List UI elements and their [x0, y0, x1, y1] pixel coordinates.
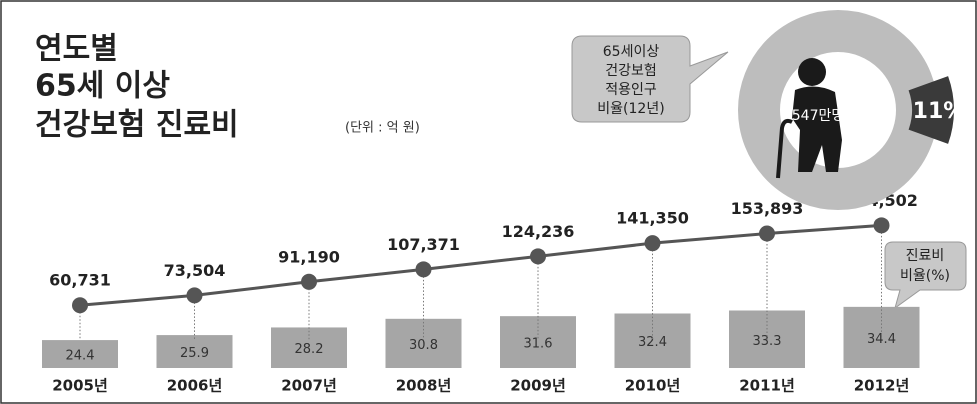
- annotation: 비율(12년): [597, 101, 664, 117]
- bar: [614, 313, 691, 368]
- x-tick-label: 2010년: [625, 377, 681, 395]
- speech-bubble: [571, 35, 729, 123]
- annotation: 65세이상: [603, 44, 660, 60]
- x-tick-label: 2005년: [52, 377, 108, 395]
- point: [873, 217, 890, 234]
- figure-head: [798, 58, 826, 86]
- x-tick-label: 2007년: [281, 377, 337, 395]
- cane: [776, 118, 793, 179]
- point: [415, 261, 432, 278]
- subtitle: (단위 : 억 원): [345, 121, 420, 136]
- speech-bubble: [884, 241, 967, 310]
- bar-label: 31.6: [524, 337, 553, 352]
- point: [186, 287, 203, 304]
- annotation: 진료비: [906, 248, 945, 264]
- bar-label: 24.4: [66, 349, 95, 364]
- bar: [271, 327, 347, 368]
- x-tick-label: 2011년: [739, 377, 795, 395]
- annotation: 비율(%): [900, 268, 950, 284]
- x-tick-label: 2006년: [167, 377, 223, 395]
- bar: [42, 340, 118, 368]
- point: [530, 248, 546, 265]
- bar: [500, 316, 576, 368]
- bar-label: 33.3: [753, 334, 782, 349]
- title-line: 연도별: [35, 32, 118, 67]
- slice-label: 11%: [913, 99, 966, 124]
- annotation: 건강보험: [605, 63, 657, 79]
- value-label: 141,350: [616, 209, 689, 228]
- bar-label: 34.4: [867, 332, 896, 347]
- x-tick-label: 2008년: [396, 377, 452, 395]
- point: [72, 297, 88, 314]
- figure-body: [792, 86, 842, 172]
- x-tick-label: 2009년: [510, 377, 566, 395]
- point: [759, 225, 775, 242]
- value-label: 153,893: [731, 199, 804, 218]
- point: [301, 273, 317, 290]
- bar-label: 25.9: [180, 346, 209, 361]
- pie-slice: [908, 76, 955, 144]
- bar-label: 32.4: [638, 335, 667, 350]
- bar: [156, 335, 233, 368]
- annotation: 적용인구: [605, 82, 657, 98]
- title-line: 65세 이상: [35, 69, 170, 104]
- x-tick-label: 2012년: [854, 377, 910, 395]
- value-label: 91,190: [278, 247, 340, 266]
- value-label: 73,504: [164, 261, 226, 280]
- center-label: 547만명: [792, 108, 844, 124]
- line: [79, 223, 882, 307]
- value-label: 124,236: [502, 222, 575, 241]
- title-line: 건강보험 진료비: [35, 108, 239, 143]
- bar-label: 30.8: [409, 338, 438, 353]
- bar: [385, 318, 462, 368]
- value-label: 60,731: [49, 271, 111, 290]
- bar-label: 28.2: [295, 342, 324, 357]
- point: [644, 235, 661, 252]
- value-label: 107,371: [387, 235, 460, 254]
